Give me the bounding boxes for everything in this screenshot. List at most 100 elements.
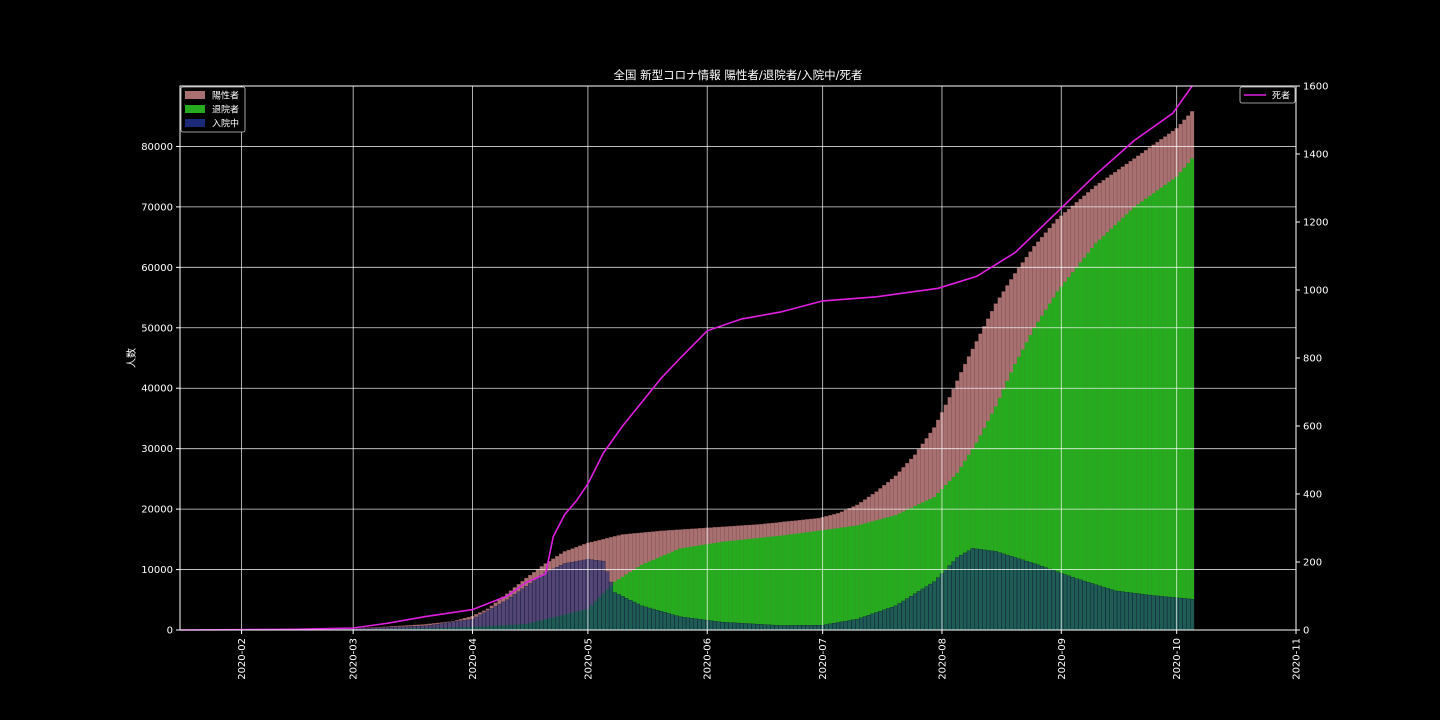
hospitalized-bar: [578, 560, 583, 631]
hospitalized-bar: [1124, 592, 1129, 631]
discharged-bar: [951, 476, 956, 630]
hospitalized-bar: [412, 626, 417, 631]
y-tick-label: 30000: [141, 444, 173, 455]
discharged-bar: [678, 548, 683, 630]
discharged-bar: [828, 529, 833, 630]
hospitalized-bar: [558, 565, 564, 631]
hospitalized-bar: [1078, 579, 1083, 631]
discharged-bar: [686, 547, 690, 630]
hospitalized-bar: [1043, 567, 1048, 631]
hospitalized-bar: [889, 607, 895, 631]
hospitalized-bar: [455, 621, 460, 631]
discharged-bar: [766, 536, 771, 630]
hospitalized-bar: [959, 555, 964, 631]
hospitalized-bar: [1128, 592, 1133, 631]
hospitalized-bar: [943, 569, 948, 631]
hospitalized-bar: [905, 598, 910, 631]
discharged-bar: [651, 559, 656, 630]
y2-tick-label: 1400: [1303, 150, 1328, 161]
discharged-bar: [809, 531, 814, 630]
discharged-bar: [836, 528, 840, 630]
hospitalized-bar: [955, 557, 960, 631]
hospitalized-bar: [697, 619, 702, 631]
discharged-bar: [901, 511, 906, 630]
hospitalized-bar: [951, 561, 956, 631]
discharged-bar: [963, 460, 967, 630]
discharged-bar: [855, 525, 860, 630]
discharged-bar: [839, 527, 844, 630]
hospitalized-bar: [670, 614, 675, 631]
discharged-bar: [1163, 184, 1168, 630]
y2-tick-label: 200: [1303, 558, 1322, 569]
discharged-bar: [924, 500, 929, 630]
hospitalized-bar: [801, 625, 806, 631]
hospitalized-bar: [662, 612, 667, 631]
discharged-bar: [639, 564, 644, 630]
discharged-bar: [847, 526, 852, 630]
discharged-bar: [670, 551, 675, 630]
hospitalized-bar: [1036, 564, 1041, 631]
hospitalized-bar: [478, 614, 483, 631]
y-tick-label: 0: [167, 626, 173, 637]
y2-tick-label: 600: [1303, 422, 1322, 433]
hospitalized-bar: [878, 610, 883, 631]
hospitalized-bar: [1143, 594, 1148, 631]
hospitalized-bar: [712, 621, 717, 631]
hospitalized-bar: [751, 623, 756, 631]
y-tick-label: 10000: [141, 565, 173, 576]
discharged-bar: [1028, 335, 1033, 630]
hospitalized-bar: [839, 621, 844, 631]
discharged-bar: [1170, 179, 1175, 631]
hospitalized-bar: [497, 603, 502, 631]
hospitalized-bar: [970, 548, 975, 631]
hospitalized-bar: [974, 548, 979, 631]
x-tick-label: 2020-09: [1057, 638, 1068, 680]
hospitalized-bar: [862, 616, 868, 631]
hospitalized-bar: [1155, 595, 1160, 631]
hospitalized-bar: [535, 577, 540, 631]
y2-tick-label: 400: [1303, 490, 1322, 501]
hospitalized-bar: [797, 625, 802, 631]
hospitalized-bar: [1009, 556, 1014, 631]
hospitalized-bar: [843, 620, 848, 631]
hospitalized-bar: [528, 583, 533, 631]
hospitalized-bar: [739, 623, 744, 631]
discharged-bar: [913, 506, 917, 630]
discharged-bar: [1032, 327, 1037, 630]
discharged-bar: [782, 535, 787, 630]
discharged-bar: [997, 397, 1002, 630]
hospitalized-bar: [909, 596, 914, 631]
hospitalized-bar: [828, 623, 833, 631]
hospitalized-bar: [474, 616, 479, 631]
hospitalized-bar: [651, 608, 656, 631]
hospitalized-bar: [551, 568, 556, 631]
hospitalized-bar: [989, 550, 995, 631]
hospitalized-bar: [847, 620, 852, 631]
discharged-bar: [755, 538, 760, 630]
y2-tick-label: 1000: [1303, 286, 1328, 297]
hospitalized-bar: [608, 581, 614, 631]
hospitalized-bar: [1093, 584, 1098, 631]
hospitalized-bar: [789, 625, 794, 631]
hospitalized-bar: [524, 586, 529, 631]
discharged-bar: [859, 524, 864, 630]
hospitalized-bar: [920, 588, 925, 631]
discharged-bar: [813, 531, 817, 630]
hospitalized-bar: [647, 607, 652, 631]
y2-tick-label: 800: [1303, 354, 1322, 365]
hospitalized-bar: [555, 566, 560, 631]
hospitalized-bar: [812, 625, 818, 631]
discharged-bar: [801, 532, 806, 630]
hospitalized-bar: [1001, 553, 1006, 631]
y-tick-label: 70000: [141, 202, 173, 213]
discharged-bar: [759, 537, 764, 630]
hospitalized-bar: [1190, 599, 1195, 631]
hospitalized-bar: [708, 620, 714, 631]
hospitalized-bar: [543, 572, 548, 631]
discharged-bar: [682, 547, 687, 630]
hospitalized-bar: [1032, 563, 1037, 631]
hospitalized-bar: [724, 622, 729, 631]
discharged-bar: [786, 534, 790, 630]
hospitalized-bar: [628, 599, 633, 631]
y-tick-label: 20000: [141, 505, 173, 516]
